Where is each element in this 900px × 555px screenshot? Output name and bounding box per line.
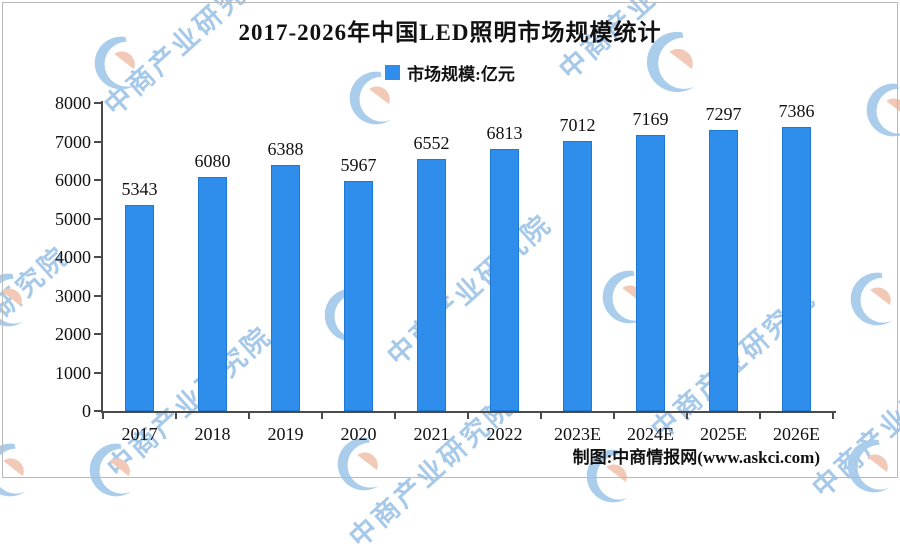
bar [563, 141, 592, 411]
x-tick-label: 2026E [773, 424, 820, 444]
bar [198, 176, 227, 411]
bar [344, 181, 373, 411]
legend-label: 市场规模:亿元 [407, 65, 515, 84]
bar-value-label: 7297 [705, 104, 742, 125]
x-axis-tick [394, 411, 396, 419]
y-tick-label: 2000 [55, 324, 91, 344]
bar [636, 134, 665, 411]
y-axis-tick [94, 371, 102, 374]
y-tick-label: 7000 [55, 131, 91, 152]
x-axis-tick [832, 411, 834, 419]
y-tick-label: 0 [82, 401, 91, 421]
y-axis-tick [94, 102, 102, 104]
y-tick-label: 3000 [55, 285, 91, 306]
x-tick-label: 2025E [700, 424, 747, 444]
x-axis-tick [686, 411, 688, 419]
y-axis-tick [94, 179, 102, 181]
x-axis-tick [759, 411, 761, 419]
bar [125, 205, 154, 411]
x-tick-label: 2017 [121, 424, 158, 444]
x-axis-tick [102, 411, 104, 419]
bar-value-label: 5343 [121, 179, 158, 200]
x-tick-label: 2019 [267, 424, 304, 444]
x-axis-tick [467, 411, 469, 419]
y-axis-tick [94, 410, 102, 412]
y-tick-label: 5000 [55, 208, 91, 229]
y-axis-tick [94, 333, 102, 335]
y-tick-label: 6000 [55, 170, 91, 190]
x-tick-label: 2021 [413, 424, 450, 444]
legend-swatch-icon [385, 65, 401, 80]
bar [709, 130, 738, 411]
bar-chart: 2017-2026年中国LED照明市场规模统计 市场规模:亿元 0 1000 200… [0, 20, 900, 467]
y-axis-tick [94, 256, 102, 258]
legend: 市场规模:亿元 [0, 60, 900, 85]
y-axis-tick [94, 140, 102, 143]
chart-title: 2017-2026年中国LED照明市场规模统计 [238, 20, 662, 45]
x-tick-label: 2022 [486, 424, 523, 444]
bar [490, 148, 519, 411]
x-tick-label: 2018 [194, 424, 231, 444]
x-axis-tick [175, 411, 177, 419]
y-tick-label: 1000 [55, 362, 91, 383]
y-axis-tick [94, 294, 102, 297]
bar-value-label: 7012 [559, 115, 596, 136]
bar-value-label: 6388 [267, 139, 304, 160]
x-tick-label: 2023E [554, 424, 601, 444]
bar [782, 126, 811, 411]
y-tick-label: 8000 [55, 93, 91, 113]
y-tick-label: 4000 [55, 247, 91, 267]
bar-value-label: 7169 [632, 108, 669, 129]
x-tick-label: 2020 [340, 424, 377, 444]
bar [271, 165, 300, 411]
x-axis-tick [613, 411, 615, 419]
bar-value-label: 6080 [194, 150, 231, 171]
x-axis-tick [540, 411, 542, 419]
bar-value-label: 5967 [340, 155, 377, 176]
x-axis-tick [248, 411, 250, 419]
bar [417, 158, 446, 411]
y-axis-tick [94, 217, 102, 220]
x-tick-label: 2024E [627, 424, 674, 444]
source-credit: 制图:中商情报网(www.askci.com) [572, 448, 820, 467]
y-axis-line [101, 101, 103, 413]
bar-value-label: 6552 [413, 132, 450, 153]
bar-value-label: 6813 [486, 122, 523, 143]
x-axis-tick [321, 411, 323, 419]
bar-value-label: 7386 [778, 100, 815, 121]
